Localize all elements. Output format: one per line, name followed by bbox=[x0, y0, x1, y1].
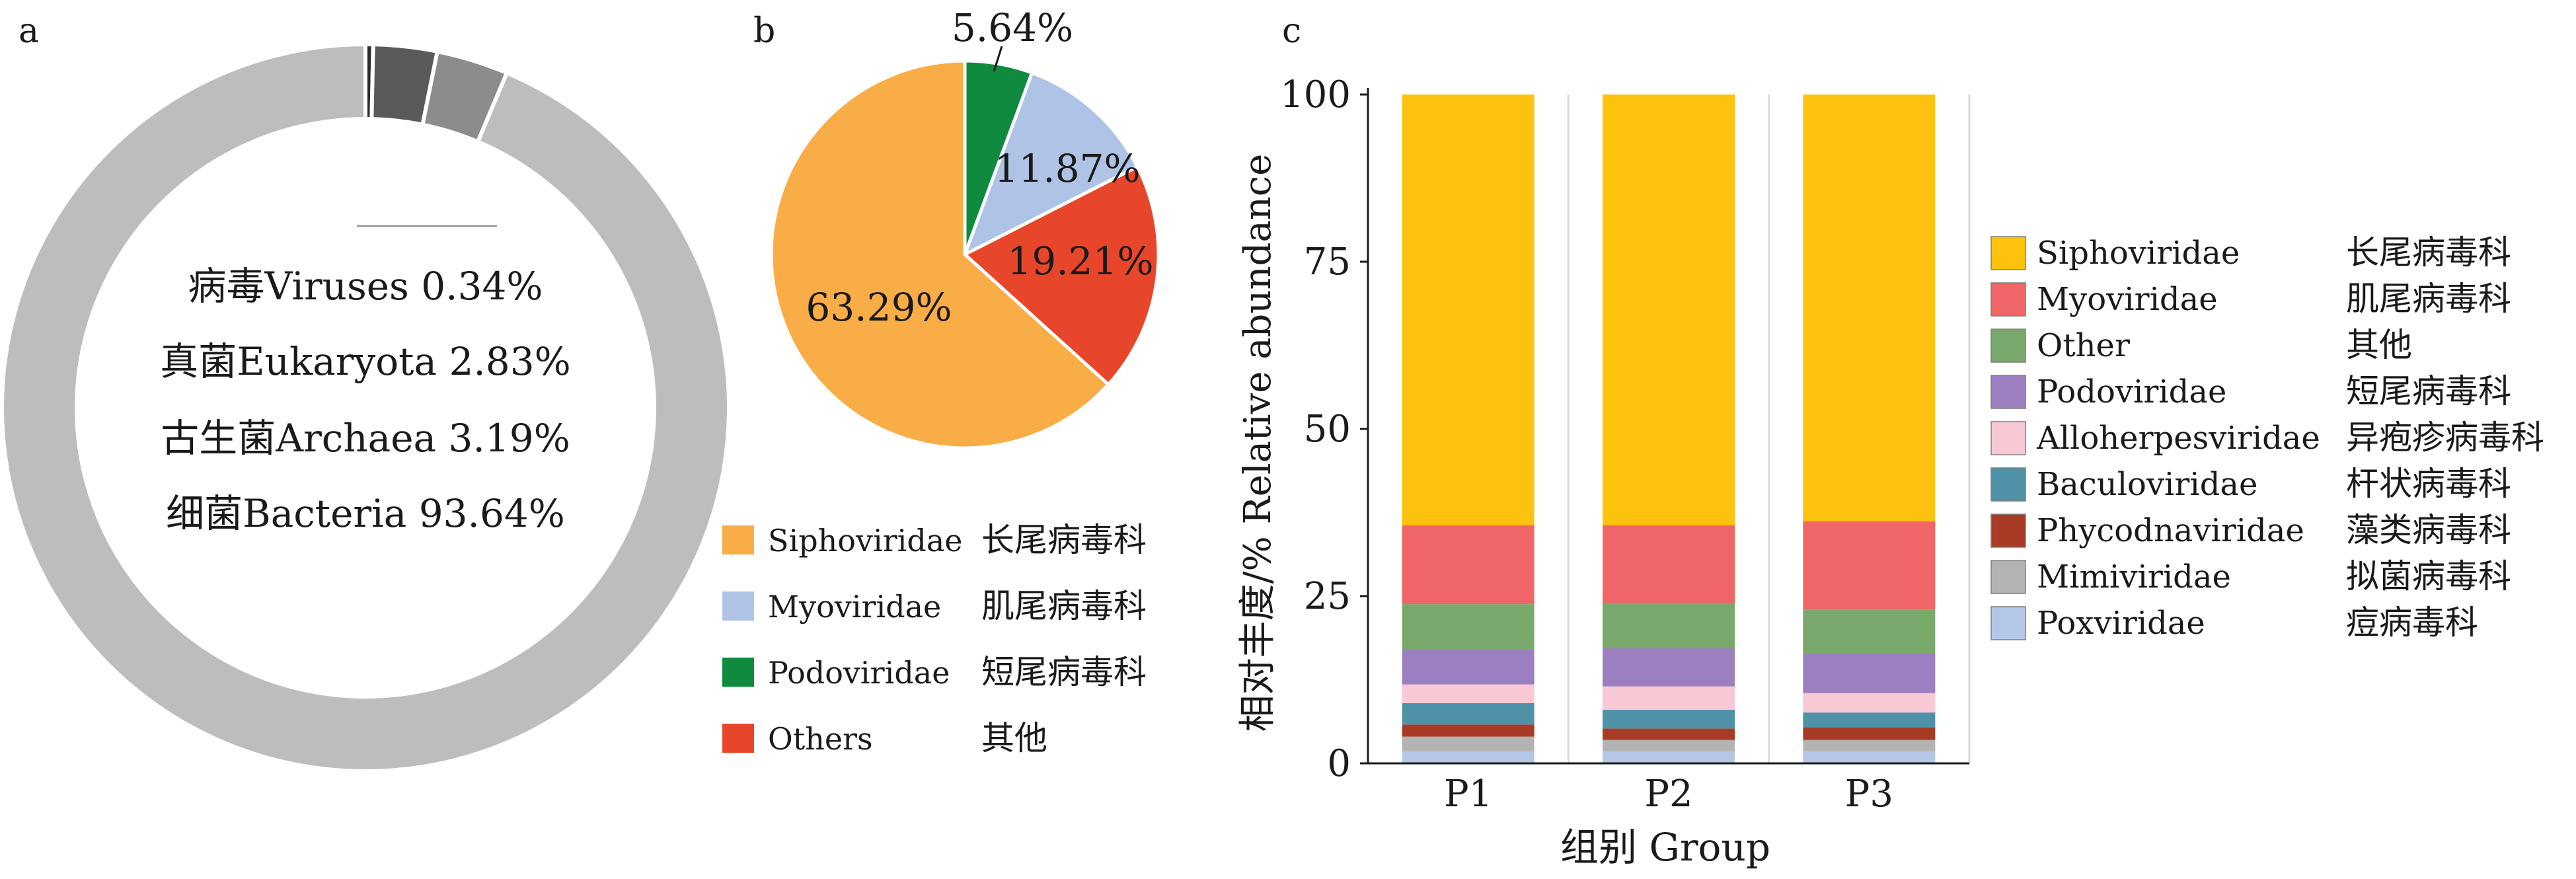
legend-label-other: Other bbox=[2037, 327, 2130, 364]
legend-swatch-phycodnaviridae bbox=[1990, 514, 2026, 548]
legend-swatch-poxviridae bbox=[1990, 606, 2026, 640]
bar-segment-p3-poxviridae bbox=[1803, 751, 1936, 763]
y-axis-label: 相对丰度/% Relative abundance bbox=[1236, 154, 1279, 732]
legend-label-zh-podoviridae: 短尾病毒科 bbox=[981, 653, 1147, 691]
bar-segment-p3-mimiviridae bbox=[1803, 740, 1936, 751]
y-tick-label-75: 75 bbox=[1304, 241, 1351, 284]
bar-segment-p1-siphoviridae bbox=[1402, 95, 1534, 525]
bar-segment-p1-podoviridae bbox=[1402, 649, 1534, 685]
legend-label-zh-myoviridae: 肌尾病毒科 bbox=[981, 587, 1147, 625]
legend-swatch-podoviridae bbox=[1990, 375, 2026, 409]
y-tick-label-50: 50 bbox=[1304, 408, 1351, 451]
legend-swatch-alloherpesviridae bbox=[1990, 421, 2026, 455]
panel-b-pie-chart: b 63.29% 11.87% 5.64% 19.21% Siphoviridae 长尾… bbox=[722, 5, 1160, 757]
legend-label-siphoviridae: Siphoviridae bbox=[2037, 235, 2240, 272]
legend-label-zh-others: 其他 bbox=[981, 719, 1047, 757]
bar-segment-p1-baculoviridae bbox=[1402, 703, 1534, 725]
legend-label-zh-siphoviridae: 长尾病毒科 bbox=[2346, 233, 2511, 272]
y-tick-label-0: 0 bbox=[1327, 742, 1351, 785]
x-tick-label-p3: P3 bbox=[1845, 773, 1893, 816]
legend-label-podoviridae: Podoviridae bbox=[768, 655, 950, 691]
legend-swatch-podoviridae bbox=[722, 658, 754, 687]
x-tick-label-p1: P1 bbox=[1444, 773, 1492, 816]
panel-a-label: a bbox=[19, 11, 39, 51]
pie-label-siphoviridae: 63.29% bbox=[806, 285, 952, 330]
bar-segment-p2-baculoviridae bbox=[1603, 710, 1735, 729]
legend-label-zh-other: 其他 bbox=[2346, 326, 2412, 364]
bar-segment-p1-phycodnaviridae bbox=[1402, 724, 1534, 737]
bar-segment-p3-baculoviridae bbox=[1803, 712, 1936, 728]
legend-label-myoviridae: Myoviridae bbox=[768, 589, 941, 625]
legend-label-mimiviridae: Mimiviridae bbox=[2037, 558, 2231, 595]
legend-swatch-others bbox=[722, 724, 754, 753]
legend-swatch-siphoviridae bbox=[1990, 236, 2026, 270]
legend-label-zh-myoviridae: 肌尾病毒科 bbox=[2346, 280, 2511, 318]
bar-segment-p3-other bbox=[1803, 609, 1936, 654]
bar-segment-p2-mimiviridae bbox=[1603, 740, 1735, 751]
bar-segment-p1-poxviridae bbox=[1402, 751, 1534, 763]
panel-b-label: b bbox=[753, 11, 775, 51]
bar-segment-p2-podoviridae bbox=[1603, 648, 1735, 687]
legend-label-siphoviridae: Siphoviridae bbox=[768, 523, 963, 558]
legend-label-myoviridae: Myoviridae bbox=[2037, 281, 2218, 318]
bar-segment-p3-alloherpesviridae bbox=[1803, 693, 1936, 713]
pie-slice-myoviridae bbox=[962, 70, 1140, 258]
panel-c-stacked-bar-chart: c P1 P2 P3 0 25 50 75 100 相对丰度/% Relative abund… bbox=[1236, 11, 2544, 870]
pie-slice-others bbox=[962, 164, 1160, 387]
pie-slice-siphoviridae bbox=[769, 59, 1111, 450]
legend-swatch-myoviridae bbox=[1990, 282, 2026, 317]
donut-slice-bacteria bbox=[0, 42, 731, 773]
pie-label-others: 19.21% bbox=[1007, 239, 1153, 284]
donut-label-bacteria: 细菌Bacteria 93.64% bbox=[166, 491, 565, 536]
bar-segment-p1-alloherpesviridae bbox=[1402, 684, 1534, 703]
legend-swatch-siphoviridae bbox=[722, 525, 754, 554]
legend-label-zh-siphoviridae: 长尾病毒科 bbox=[981, 521, 1147, 559]
bar-segment-p1-mimiviridae bbox=[1402, 736, 1534, 751]
podoviridae-leader-line bbox=[993, 46, 1003, 72]
legend-label-others: Others bbox=[768, 721, 873, 757]
panel-c-label: c bbox=[1282, 11, 1301, 51]
legend-label-zh-baculoviridae: 杆状病毒科 bbox=[2346, 465, 2511, 503]
legend-label-phycodnaviridae: Phycodnaviridae bbox=[2037, 512, 2304, 549]
bar-segment-p2-poxviridae bbox=[1603, 751, 1735, 763]
bar-segment-p3-myoviridae bbox=[1803, 521, 1936, 610]
legend-swatch-mimiviridae bbox=[1990, 560, 2026, 594]
legend-label-zh-mimiviridae: 拟菌病毒科 bbox=[2346, 557, 2511, 595]
bar-segment-p2-phycodnaviridae bbox=[1603, 728, 1735, 740]
x-axis-label: 组别 Group bbox=[1560, 825, 1770, 870]
legend-label-zh-podoviridae: 短尾病毒科 bbox=[2346, 372, 2511, 410]
legend-swatch-other bbox=[1990, 328, 2026, 363]
donut-label-viruses: 病毒Viruses 0.34% bbox=[188, 264, 543, 309]
pie-label-podoviridae: 5.64% bbox=[952, 5, 1073, 50]
legend-label-baculoviridae: Baculoviridae bbox=[2037, 466, 2257, 503]
x-tick-label-p2: P2 bbox=[1644, 773, 1692, 816]
pie-label-myoviridae: 11.87% bbox=[994, 146, 1140, 191]
bar-segment-p2-myoviridae bbox=[1603, 525, 1735, 603]
donut-label-eukaryota: 真菌Eukaryota 2.83% bbox=[160, 339, 570, 384]
y-tick-label-100: 100 bbox=[1280, 73, 1351, 116]
bar-segment-p3-podoviridae bbox=[1803, 653, 1936, 693]
bar-segment-p2-alloherpesviridae bbox=[1603, 686, 1735, 710]
legend-swatch-baculoviridae bbox=[1990, 467, 2026, 502]
bar-segment-p3-phycodnaviridae bbox=[1803, 727, 1936, 740]
y-tick-label-25: 25 bbox=[1304, 575, 1351, 618]
donut-label-archaea: 古生菌Archaea 3.19% bbox=[161, 416, 570, 461]
legend-label-alloherpesviridae: Alloherpesviridae bbox=[2036, 420, 2320, 457]
legend-label-zh-phycodnaviridae: 藻类病毒科 bbox=[2346, 511, 2511, 549]
legend-swatch-myoviridae bbox=[722, 592, 754, 621]
legend-label-zh-poxviridae: 痘病毒科 bbox=[2346, 603, 2478, 642]
bar-segment-p3-siphoviridae bbox=[1803, 95, 1936, 521]
bar-segment-p1-myoviridae bbox=[1402, 525, 1534, 605]
bar-segment-p2-other bbox=[1603, 603, 1735, 648]
bar-segment-p1-other bbox=[1402, 604, 1534, 650]
legend-label-podoviridae: Podoviridae bbox=[2037, 373, 2226, 410]
panel-a-donut-chart: a 病毒Viruses 0.34% 真菌Eukaryota 2.83% 古生菌Arc… bbox=[0, 11, 731, 773]
bar-segment-p2-siphoviridae bbox=[1603, 95, 1735, 525]
legend-label-poxviridae: Poxviridae bbox=[2037, 605, 2205, 642]
legend-label-zh-alloherpesviridae: 异疱疹病毒科 bbox=[2346, 418, 2544, 457]
